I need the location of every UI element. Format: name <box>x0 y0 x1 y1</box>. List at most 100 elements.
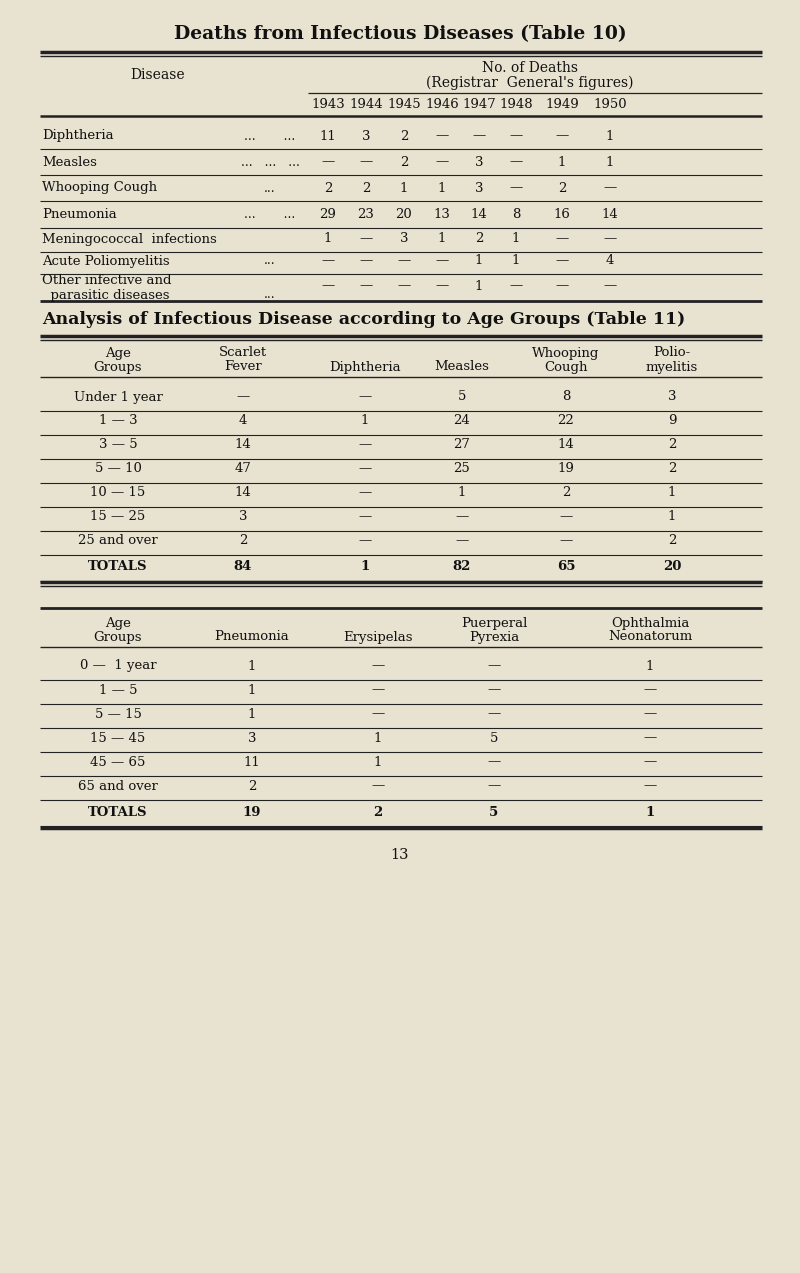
Text: Fever: Fever <box>224 360 262 373</box>
Text: —: — <box>510 155 522 168</box>
Text: —: — <box>358 535 372 547</box>
Text: 2: 2 <box>374 806 382 819</box>
Text: 14: 14 <box>234 438 251 452</box>
Text: 4: 4 <box>239 415 247 428</box>
Text: 27: 27 <box>454 438 470 452</box>
Text: 2: 2 <box>400 130 408 143</box>
Text: 1: 1 <box>248 684 256 696</box>
Text: 1: 1 <box>361 415 369 428</box>
Text: 1: 1 <box>248 659 256 672</box>
Text: 1 — 5: 1 — 5 <box>98 684 138 696</box>
Text: 2: 2 <box>362 182 370 195</box>
Text: 1: 1 <box>475 280 483 293</box>
Text: No. of Deaths: No. of Deaths <box>482 61 578 75</box>
Text: —: — <box>435 280 449 293</box>
Text: 4: 4 <box>606 255 614 267</box>
Text: —: — <box>322 255 334 267</box>
Text: TOTALS: TOTALS <box>88 560 148 574</box>
Text: 19: 19 <box>558 462 574 476</box>
Text: 65 and over: 65 and over <box>78 779 158 793</box>
Text: 9: 9 <box>668 415 676 428</box>
Text: 1: 1 <box>606 155 614 168</box>
Text: —: — <box>358 438 372 452</box>
Text: 1944: 1944 <box>349 98 383 112</box>
Text: Groups: Groups <box>94 360 142 373</box>
Text: 5 — 15: 5 — 15 <box>94 708 142 721</box>
Text: 1: 1 <box>324 233 332 246</box>
Text: 1: 1 <box>400 182 408 195</box>
Text: —: — <box>398 255 410 267</box>
Text: 1: 1 <box>512 255 520 267</box>
Text: 2: 2 <box>558 182 566 195</box>
Text: myelitis: myelitis <box>646 360 698 373</box>
Text: Neonatorum: Neonatorum <box>608 630 692 643</box>
Text: 5: 5 <box>458 391 466 404</box>
Text: Whooping Cough: Whooping Cough <box>42 182 157 195</box>
Text: —: — <box>322 155 334 168</box>
Text: 2: 2 <box>324 182 332 195</box>
Text: 14: 14 <box>602 209 618 222</box>
Text: Measles: Measles <box>42 155 97 168</box>
Text: 3: 3 <box>362 130 370 143</box>
Text: ...       ...: ... ... <box>244 130 296 143</box>
Text: 3: 3 <box>248 732 256 745</box>
Text: 24: 24 <box>454 415 470 428</box>
Text: 82: 82 <box>453 560 471 574</box>
Text: 2: 2 <box>668 438 676 452</box>
Text: 2: 2 <box>400 155 408 168</box>
Text: Age: Age <box>105 346 131 359</box>
Text: 1: 1 <box>512 233 520 246</box>
Text: Under 1 year: Under 1 year <box>74 391 162 404</box>
Text: 1949: 1949 <box>545 98 579 112</box>
Text: —: — <box>371 659 385 672</box>
Text: (Registrar  General's figures): (Registrar General's figures) <box>426 76 634 90</box>
Text: 47: 47 <box>234 462 251 476</box>
Text: 3: 3 <box>668 391 676 404</box>
Text: —: — <box>510 280 522 293</box>
Text: Measles: Measles <box>434 360 490 373</box>
Text: 14: 14 <box>558 438 574 452</box>
Text: ...: ... <box>264 255 276 267</box>
Text: 22: 22 <box>558 415 574 428</box>
Text: 3: 3 <box>238 510 247 523</box>
Text: —: — <box>359 155 373 168</box>
Text: 25 and over: 25 and over <box>78 535 158 547</box>
Text: 8: 8 <box>562 391 570 404</box>
Text: —: — <box>487 779 501 793</box>
Text: 84: 84 <box>234 560 252 574</box>
Text: ...       ...: ... ... <box>244 209 296 222</box>
Text: 2: 2 <box>668 462 676 476</box>
Text: 2: 2 <box>562 486 570 499</box>
Text: 1: 1 <box>438 233 446 246</box>
Text: Polio-: Polio- <box>654 346 690 359</box>
Text: 2: 2 <box>248 779 256 793</box>
Text: TOTALS: TOTALS <box>88 806 148 819</box>
Text: 1: 1 <box>646 659 654 672</box>
Text: 19: 19 <box>242 806 262 819</box>
Text: 5 — 10: 5 — 10 <box>94 462 142 476</box>
Text: 10 — 15: 10 — 15 <box>90 486 146 499</box>
Text: 1: 1 <box>558 155 566 168</box>
Text: 3: 3 <box>400 233 408 246</box>
Text: —: — <box>487 755 501 769</box>
Text: ...: ... <box>264 182 276 195</box>
Text: 1: 1 <box>668 486 676 499</box>
Text: —: — <box>643 732 657 745</box>
Text: Pneumonia: Pneumonia <box>42 209 117 222</box>
Text: 8: 8 <box>512 209 520 222</box>
Text: —: — <box>358 510 372 523</box>
Text: 0 —  1 year: 0 — 1 year <box>80 659 156 672</box>
Text: —: — <box>603 233 617 246</box>
Text: 2: 2 <box>668 535 676 547</box>
Text: Erysipelas: Erysipelas <box>343 630 413 643</box>
Text: 11: 11 <box>244 755 260 769</box>
Text: parasitic diseases: parasitic diseases <box>42 289 170 302</box>
Text: —: — <box>455 535 469 547</box>
Text: —: — <box>555 130 569 143</box>
Text: 5: 5 <box>490 732 498 745</box>
Text: 1947: 1947 <box>462 98 496 112</box>
Text: —: — <box>487 708 501 721</box>
Text: Disease: Disease <box>130 67 186 81</box>
Text: 1: 1 <box>360 560 370 574</box>
Text: Cough: Cough <box>544 360 588 373</box>
